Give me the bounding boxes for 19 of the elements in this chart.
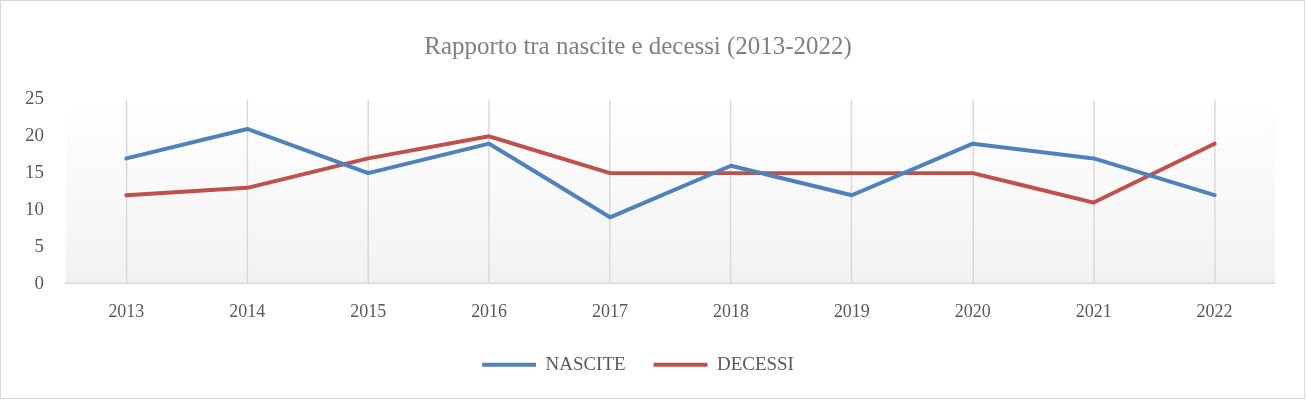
y-tick-label: 0 bbox=[34, 271, 44, 293]
x-tick-label: 2016 bbox=[471, 300, 508, 321]
y-tick-label: 5 bbox=[34, 234, 44, 256]
chart-title: Rapporto tra nascite e decessi (2013-2022) bbox=[424, 32, 852, 61]
x-tick-label: 2015 bbox=[350, 300, 387, 321]
x-tick-label: 2013 bbox=[108, 300, 145, 321]
x-tick-label: 2019 bbox=[833, 300, 870, 321]
legend-label: NASCITE bbox=[545, 352, 626, 374]
x-tick-label: 2022 bbox=[1196, 300, 1233, 321]
x-tick-label: 2021 bbox=[1075, 300, 1112, 321]
x-tick-label: 2020 bbox=[954, 300, 991, 321]
x-tick-label: 2018 bbox=[712, 300, 749, 321]
y-tick-label: 25 bbox=[24, 87, 44, 109]
x-tick-label: 2014 bbox=[229, 300, 266, 321]
x-tick-label: 2017 bbox=[592, 300, 629, 321]
legend-label: DECESSI bbox=[716, 352, 794, 374]
y-tick-label: 15 bbox=[24, 161, 44, 183]
y-tick-label: 20 bbox=[24, 124, 44, 146]
y-tick-label: 10 bbox=[24, 197, 44, 219]
